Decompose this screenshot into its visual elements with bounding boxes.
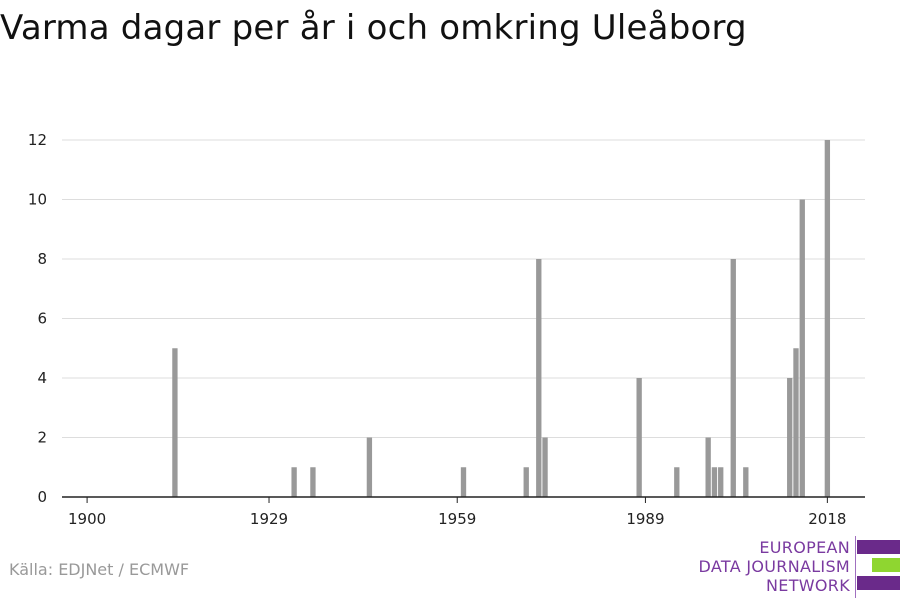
bar-1973: [542, 437, 548, 497]
y-tick-label: 4: [37, 369, 47, 387]
logo-bar-1: [857, 540, 900, 554]
logo-line-2: DATA JOURNALISM: [698, 557, 850, 576]
x-tick-label: 2018: [808, 510, 846, 528]
bar-2012: [787, 378, 793, 497]
logo-bar-2: [872, 558, 900, 572]
x-tick-label: 1989: [626, 510, 664, 528]
logo-bar-3: [857, 576, 900, 590]
bar-1999: [705, 437, 711, 497]
bar-1936: [310, 467, 316, 497]
x-tick-label: 1929: [250, 510, 288, 528]
bar-2018: [824, 140, 831, 497]
logo-line-1: EUROPEAN: [759, 538, 850, 557]
bar-1970: [523, 467, 529, 497]
bar-2000: [711, 467, 718, 497]
bar-1960: [460, 467, 467, 497]
y-axis: 0 2 4 6 8 10 12: [28, 131, 47, 506]
y-tick-label: 2: [37, 429, 47, 447]
y-tick-label: 10: [28, 191, 47, 209]
bar-1914: [172, 348, 178, 497]
source-note: Källa: EDJNet / ECMWF: [9, 560, 190, 579]
chart-title: Varma dagar per år i och omkring Uleåbor…: [0, 8, 747, 48]
y-tick-label: 8: [37, 250, 47, 268]
gridlines: [62, 139, 865, 438]
logo-divider: [855, 536, 856, 598]
bar-2003: [730, 259, 736, 497]
bar-2013: [793, 348, 799, 497]
edjnet-logo: EUROPEAN DATA JOURNALISM NETWORK: [698, 536, 900, 598]
bar-1933: [291, 467, 297, 497]
x-tick-label: 1959: [438, 510, 476, 528]
y-tick-label: 6: [37, 310, 47, 328]
y-tick-label: 12: [28, 131, 47, 149]
y-tick-label: 0: [37, 488, 47, 506]
bar-2005: [743, 467, 749, 497]
bar-1988: [636, 378, 642, 497]
bar-1945: [366, 437, 373, 497]
x-tick-label: 1900: [68, 510, 106, 528]
logo-line-3: NETWORK: [766, 576, 850, 595]
bar-1972: [536, 259, 542, 497]
bar-2001: [718, 467, 724, 497]
bars: [172, 140, 831, 497]
bar-1994: [674, 467, 680, 497]
bar-2014: [799, 199, 805, 497]
x-axis: 1900 1929 1959 1989 2018: [62, 496, 865, 528]
